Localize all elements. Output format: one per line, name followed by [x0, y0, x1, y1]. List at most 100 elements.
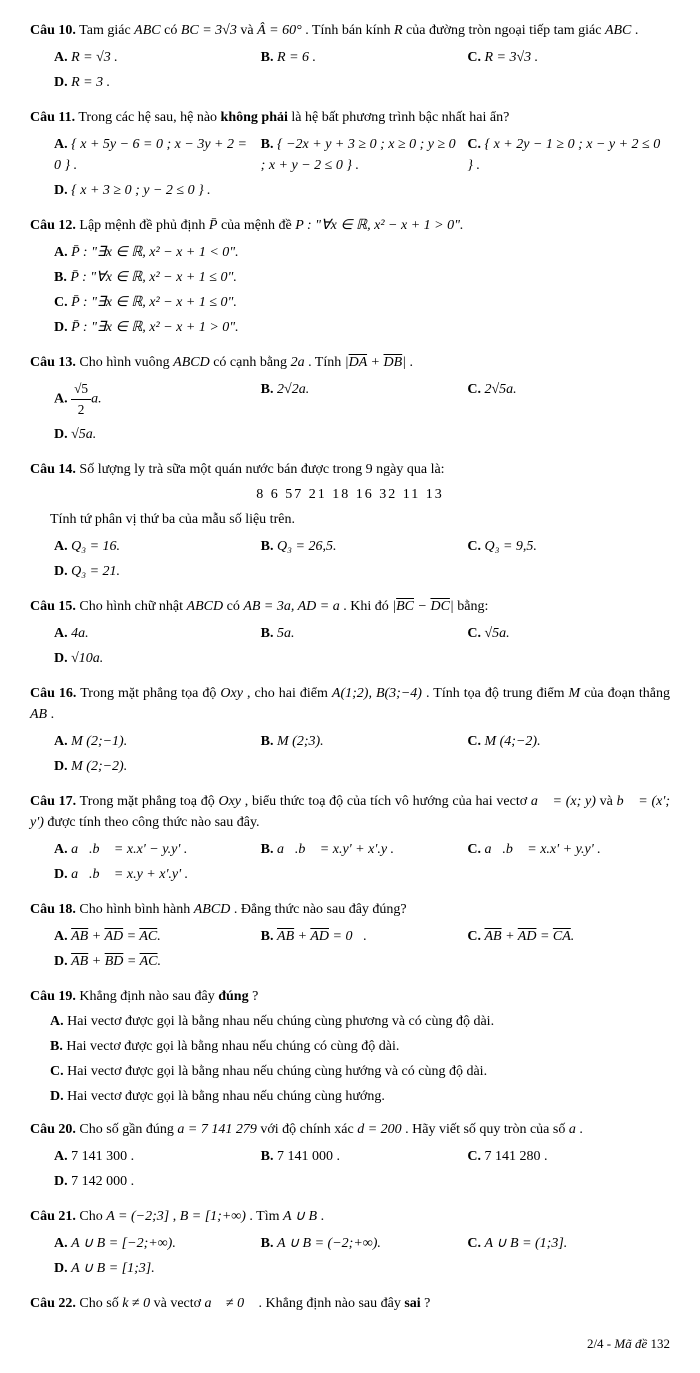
q12-options: A. P̄ : "∃x ∈ ℝ, x² − x + 1 < 0". B. P̄ … [50, 240, 670, 340]
q16-M: M [569, 686, 581, 701]
q17-opt-c: a⃗.b⃗ = x.x' + y.y' . [484, 842, 600, 857]
q21-text2: . Tìm [249, 1209, 283, 1224]
q13-dot: . [410, 355, 414, 370]
q11-text: Trong các hệ sau, hệ nào [78, 110, 220, 125]
q14-sub: Tính tứ phân vị thứ ba của mẫu số liệu t… [50, 509, 670, 530]
q10-text-b: có [164, 23, 181, 38]
question-20: Câu 20. Cho số gần đúng a = 7 141 279 vớ… [30, 1119, 670, 1140]
q18-label: Câu 18. [30, 902, 76, 917]
q12-P: P : "∀x ∈ ℝ, x² − x + 1 > 0". [295, 218, 463, 233]
q11-label: Câu 11. [30, 110, 75, 125]
page-footer: 2/4 - Mã đề 132 [30, 1334, 670, 1354]
q21-opt-a: A ∪ B = [−2;+∞). [71, 1236, 176, 1251]
q16-text2: , cho hai điểm [247, 686, 332, 701]
q10-bc: BC = 3√3 [181, 23, 237, 38]
q20-opt-d: 7 142 000 . [71, 1174, 134, 1189]
q14-text: Số lượng ly trà sữa một quán nước bán đư… [79, 462, 444, 477]
q16-opt-b: M (2;3). [277, 734, 324, 749]
q22-bold: sai [404, 1296, 420, 1311]
q10-opt-b: R = 6 . [277, 50, 316, 65]
question-16: Câu 16. Trong mặt phẳng tọa độ Oxy , cho… [30, 683, 670, 725]
q20-opt-c: 7 141 280 . [484, 1149, 547, 1164]
q16-options: A. M (2;−1). B. M (2;3). C. M (4;−2). D.… [50, 729, 670, 779]
q18-text: Cho hình bình hành [79, 902, 193, 917]
q22-text2: và vectơ [154, 1296, 205, 1311]
q19-opt-c: Hai vectơ được gọi là bằng nhau nếu chún… [67, 1064, 487, 1079]
q21-opt-b: A ∪ B = (−2;+∞). [277, 1236, 381, 1251]
q10-opt-a: R = √3 . [71, 50, 118, 65]
q10-and: và [240, 23, 257, 38]
footer-page: 2/4 - [587, 1336, 614, 1351]
q13-opt-a-frac: √5 2 [71, 379, 91, 420]
q20-d: d = 200 [357, 1122, 401, 1137]
q16-text3: . Tính tọa độ trung điểm [426, 686, 569, 701]
q22-label: Câu 22. [30, 1296, 76, 1311]
q13-label: Câu 13. [30, 355, 76, 370]
question-15: Câu 15. Cho hình chữ nhật ABCD có AB = 3… [30, 596, 670, 617]
q14-opt-b: Q₃ = 26,5. [277, 539, 336, 554]
question-10: Câu 10. Tam giác ABC có BC = 3√3 và Â = … [30, 20, 670, 41]
q19-label: Câu 19. [30, 989, 76, 1004]
q20-text3: . Hãy viết số quy tròn của số [405, 1122, 569, 1137]
q19-text: Khẳng định nào sau đây [79, 989, 218, 1004]
q16-opt-c: M (4;−2). [484, 734, 540, 749]
q11-text2: là hệ bất phương trình bậc nhất hai ẩn? [291, 110, 509, 125]
q11-opt-c: { x + 2y − 1 ≥ 0 ; x − y + 2 ≤ 0 } . [467, 137, 660, 173]
question-17: Câu 17. Trong mặt phẳng toạ độ Oxy , biể… [30, 791, 670, 833]
q15-text4: bằng: [457, 599, 488, 614]
q17-opt-b: a⃗.b⃗ = x.y' + x'.y . [277, 842, 394, 857]
q16-oxy: Oxy [220, 686, 243, 701]
q11-opt-a: { x + 5y − 6 = 0 ; x − 3y + 2 = 0 } . [54, 137, 247, 173]
q16-label: Câu 16. [30, 686, 76, 701]
q15-opt-d: √10a. [71, 651, 103, 666]
q12-opt-b: P̄ : "∀x ∈ ℝ, x² − x + 1 ≤ 0". [70, 270, 237, 285]
question-11: Câu 11. Trong các hệ sau, hệ nào không p… [30, 107, 670, 128]
q20-opt-a: 7 141 300 . [71, 1149, 134, 1164]
q15-expr: |BC − DC| [392, 599, 454, 614]
q12-text2: của mệnh đề [221, 218, 295, 233]
q14-opt-a: Q₃ = 16. [71, 539, 120, 554]
q15-opt-c: √5a. [484, 626, 509, 641]
q21-dot: . [321, 1209, 325, 1224]
q22-q: ? [424, 1296, 430, 1311]
q15-opt-b: 5a. [277, 626, 295, 641]
q15-text: Cho hình chữ nhật [79, 599, 186, 614]
q17-a: a⃗ = (x; y) [531, 794, 596, 809]
q10-text-d: của đường tròn ngoại tiếp tam giác [406, 23, 605, 38]
q17-label: Câu 17. [30, 794, 76, 809]
q16-text: Trong mặt phẳng tọa độ [80, 686, 220, 701]
q16-dot: . [51, 707, 55, 722]
question-19: Câu 19. Khẳng định nào sau đây đúng ? [30, 986, 670, 1007]
q17-opt-d: a⃗.b⃗ = x.y + x'.y' . [71, 867, 188, 882]
q20-a2: a [569, 1122, 576, 1137]
q17-text2: , biểu thức toạ độ của tích vô hướng của… [245, 794, 531, 809]
q16-opt-d: M (2;−2). [71, 759, 127, 774]
q20-text2: với độ chính xác [260, 1122, 357, 1137]
q14-options: A. Q₃ = 16. B. Q₃ = 26,5. C. Q₃ = 9,5. D… [50, 534, 670, 584]
q21-options: A. A ∪ B = [−2;+∞). B. A ∪ B = (−2;+∞). … [50, 1231, 670, 1281]
q13-text: Cho hình vuông [79, 355, 173, 370]
q14-data: 8 6 57 21 18 16 32 11 13 [30, 484, 670, 505]
q20-label: Câu 20. [30, 1122, 76, 1137]
q17-text3: được tính theo công thức nào sau đây. [47, 815, 259, 830]
q13-abcd: ABCD [173, 355, 210, 370]
q15-opt-a: 4a. [71, 626, 89, 641]
q19-opt-b: Hai vectơ được gọi là bằng nhau nếu chún… [66, 1039, 399, 1054]
q14-label: Câu 14. [30, 462, 76, 477]
q22-k: k ≠ 0 [122, 1296, 150, 1311]
q20-text: Cho số gần đúng [79, 1122, 177, 1137]
q19-opt-a: Hai vectơ được gọi là bằng nhau nếu chún… [67, 1014, 494, 1029]
q12-label: Câu 12. [30, 218, 76, 233]
q17-and: và [600, 794, 617, 809]
q16-pts: A(1;2), B(3;−4) [332, 686, 422, 701]
q13-opt-b: 2√2a. [277, 382, 309, 397]
q13-opt-a-suffix: a. [91, 392, 102, 407]
q15-abcd: ABCD [187, 599, 224, 614]
q13-text3: . Tính [308, 355, 345, 370]
q10-text-a: Tam giác [79, 23, 134, 38]
q10-R: R [394, 23, 403, 38]
question-21: Câu 21. Cho A = (−2;3] , B = [1;+∞) . Tì… [30, 1206, 670, 1227]
q20-options: A. 7 141 300 . B. 7 141 000 . C. 7 141 2… [50, 1144, 670, 1194]
q16-opt-a: M (2;−1). [71, 734, 127, 749]
question-12: Câu 12. Lập mệnh đề phủ định P̄ của mệnh… [30, 215, 670, 236]
